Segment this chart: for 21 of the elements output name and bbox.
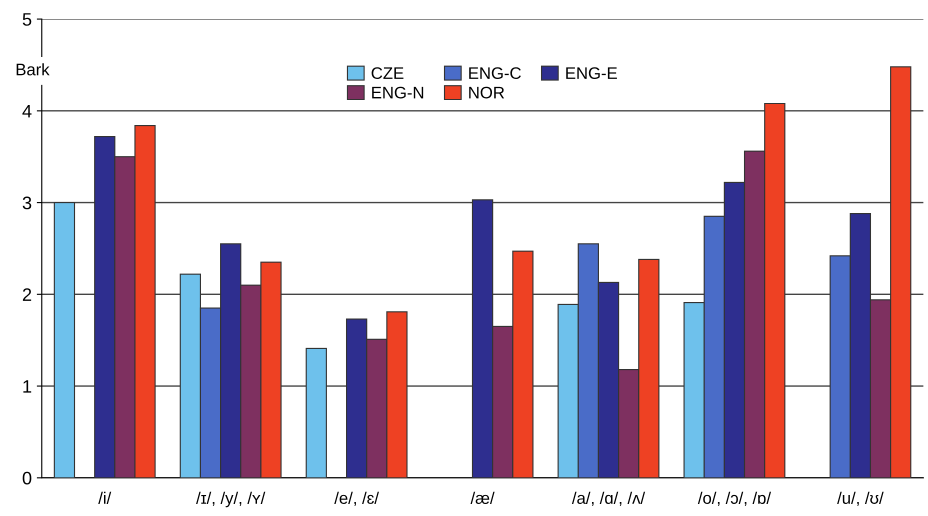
legend-label: NOR: [469, 86, 504, 98]
legend-label: ENG-E: [566, 67, 617, 80]
y-tick-label: 1: [23, 380, 32, 393]
x-tick-label: /i/: [98, 492, 112, 504]
y-axis-title: Bark: [16, 63, 50, 76]
x-tick-label: /e/, /ɛ/: [334, 492, 379, 506]
bar: [306, 348, 327, 478]
y-tick-label: 5: [22, 13, 32, 26]
legend-label: ENG-C: [469, 67, 521, 80]
x-tick-label: /ɪ/, /y/, /ʏ/: [196, 492, 266, 508]
x-tick-label: /u/, /ʊ/: [837, 492, 884, 506]
y-tick-label: 3: [22, 196, 32, 210]
y-tick-label: 4: [22, 104, 32, 118]
legend-label: ENG-N: [372, 86, 424, 98]
bar: [54, 202, 76, 478]
x-tick-label: /o/, /ɔ/, /ɒ/: [698, 492, 772, 506]
x-tick-label: /a/, /ɑ/, /ʌ/: [572, 492, 646, 506]
x-tick-label: /æ/: [470, 492, 495, 504]
y-tick-label: 0: [22, 472, 32, 485]
legend-label: CZE: [372, 67, 404, 80]
y-tick-label: 2: [22, 288, 32, 301]
